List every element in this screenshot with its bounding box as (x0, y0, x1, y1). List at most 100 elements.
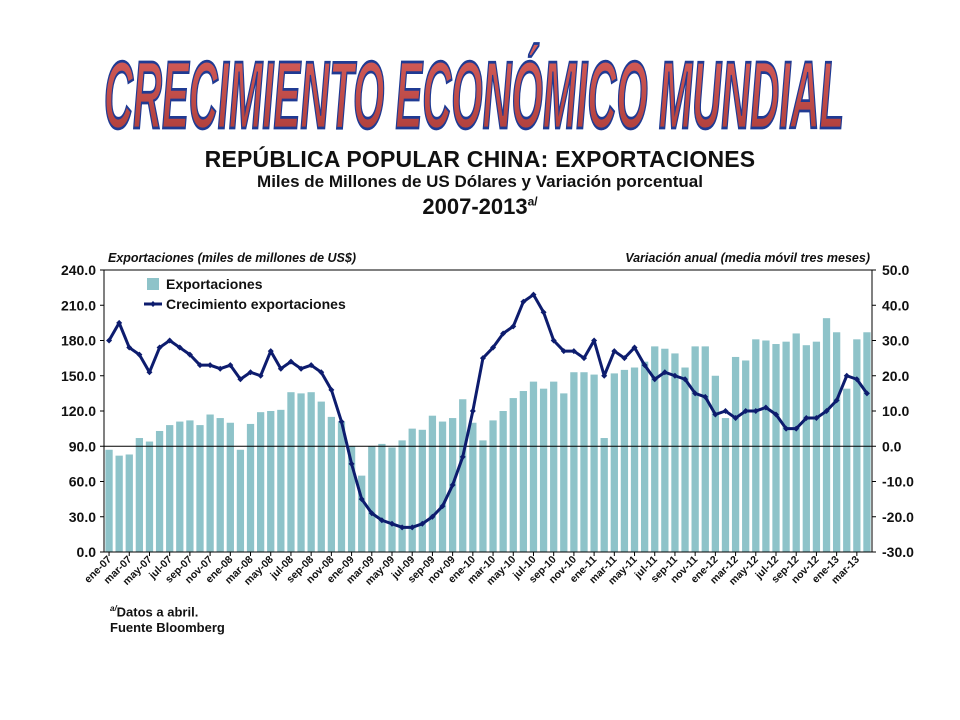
point-crecimiento (722, 408, 729, 414)
bar-exportaciones (843, 388, 851, 552)
left-tick-label: 60.0 (69, 474, 96, 490)
banner-title: CRECIMIENTO ECONÓMICO MUNDIAL (103, 40, 845, 149)
point-crecimiento (166, 337, 173, 344)
bar-exportaciones (206, 414, 214, 552)
bar-exportaciones (802, 345, 810, 552)
bar-exportaciones (267, 411, 275, 552)
bar-exportaciones (731, 356, 740, 552)
bar-exportaciones (489, 420, 497, 552)
bar-exportaciones (256, 412, 265, 552)
bar-exportaciones (630, 367, 639, 552)
bar-exportaciones (398, 440, 406, 553)
point-crecimiento (429, 513, 436, 520)
bar-exportaciones (277, 409, 285, 552)
bar-exportaciones (479, 440, 487, 553)
left-tick-label: 0.0 (77, 544, 97, 560)
point-crecimiento (217, 365, 224, 372)
bar-exportaciones (418, 429, 426, 552)
bar-exportaciones (509, 398, 517, 552)
point-crecimiento (308, 362, 315, 369)
bar-exportaciones (378, 443, 386, 552)
bar-exportaciones (711, 375, 720, 552)
point-crecimiento (661, 369, 668, 376)
bar-exportaciones (812, 341, 821, 552)
bar-exportaciones (186, 420, 194, 552)
point-crecimiento (116, 319, 123, 326)
point-crecimiento (368, 510, 375, 517)
left-tick-label: 180.0 (61, 333, 96, 349)
bar-exportaciones (388, 447, 396, 552)
bar-exportaciones (459, 399, 467, 552)
point-crecimiento (439, 503, 446, 510)
footnote-source: Fuente Bloomberg (110, 620, 225, 635)
point-crecimiento (631, 344, 638, 351)
point-crecimiento (853, 376, 860, 383)
legend-label-crecimiento: Crecimiento exportaciones (166, 296, 346, 312)
bar-exportaciones (176, 421, 184, 552)
bar-exportaciones (772, 344, 780, 552)
right-tick-label: 10.0 (882, 403, 909, 419)
legend-swatch-exportaciones (147, 278, 159, 290)
point-crecimiento (146, 369, 153, 376)
point-crecimiento (409, 524, 416, 531)
point-crecimiento (207, 362, 214, 369)
chart-period: 2007-2013a/ (0, 194, 960, 220)
bar-exportaciones (145, 441, 154, 552)
point-crecimiento (813, 415, 820, 422)
bar-exportaciones (721, 418, 730, 552)
bar-exportaciones (347, 446, 356, 552)
point-crecimiento (378, 517, 385, 524)
right-tick-label: 30.0 (882, 333, 909, 349)
point-crecimiento (197, 362, 203, 369)
point-crecimiento (591, 337, 598, 344)
point-crecimiento (712, 411, 719, 418)
bar-exportaciones (327, 416, 336, 553)
bar-exportaciones (408, 428, 416, 553)
point-crecimiento (490, 344, 497, 351)
bar-exportaciones (287, 392, 295, 552)
bar-exportaciones (863, 332, 871, 552)
point-crecimiento (732, 415, 739, 422)
chart-period-mark: a/ (527, 194, 538, 209)
point-crecimiento (298, 365, 305, 372)
legend-label-exportaciones: Exportaciones (166, 276, 263, 292)
bar-exportaciones (368, 446, 376, 552)
point-crecimiento (863, 390, 870, 397)
bar-exportaciones (610, 373, 618, 552)
point-crecimiento (773, 411, 779, 418)
banner-title-text: CRECIMIENTO ECONÓMICO MUNDIAL (104, 41, 844, 148)
bar-exportaciones (822, 318, 831, 552)
bar-exportaciones (125, 454, 133, 552)
bar-exportaciones (590, 374, 598, 552)
bar-exportaciones (701, 346, 709, 553)
point-crecimiento (176, 344, 183, 351)
point-crecimiento (783, 425, 790, 432)
bar-exportaciones (681, 367, 689, 552)
line-crecimiento (107, 293, 869, 529)
bar-exportaciones (105, 449, 113, 552)
bar-exportaciones (580, 372, 588, 552)
point-crecimiento (186, 351, 193, 358)
bar-exportaciones (428, 415, 437, 552)
point-crecimiento (156, 344, 163, 351)
legend-marker-crecimiento (150, 301, 156, 307)
right-tick-label: -10.0 (882, 474, 914, 490)
bar-exportaciones (640, 361, 649, 552)
point-crecimiento (247, 369, 254, 376)
point-crecimiento (550, 337, 557, 344)
point-crecimiento (126, 344, 133, 351)
bar-exportaciones (570, 372, 578, 552)
point-crecimiento (237, 376, 244, 383)
left-tick-label: 90.0 (69, 438, 96, 454)
point-crecimiento (682, 376, 689, 383)
point-crecimiento (530, 291, 537, 298)
bar-exportaciones (550, 381, 558, 553)
bar-exportaciones (752, 339, 760, 552)
right-tick-label: 0.0 (882, 438, 902, 454)
bar-exportaciones (337, 421, 346, 552)
point-crecimiento (611, 348, 618, 355)
bar-exportaciones (661, 348, 669, 552)
point-crecimiento (510, 323, 517, 330)
left-tick-label: 240.0 (61, 262, 96, 278)
